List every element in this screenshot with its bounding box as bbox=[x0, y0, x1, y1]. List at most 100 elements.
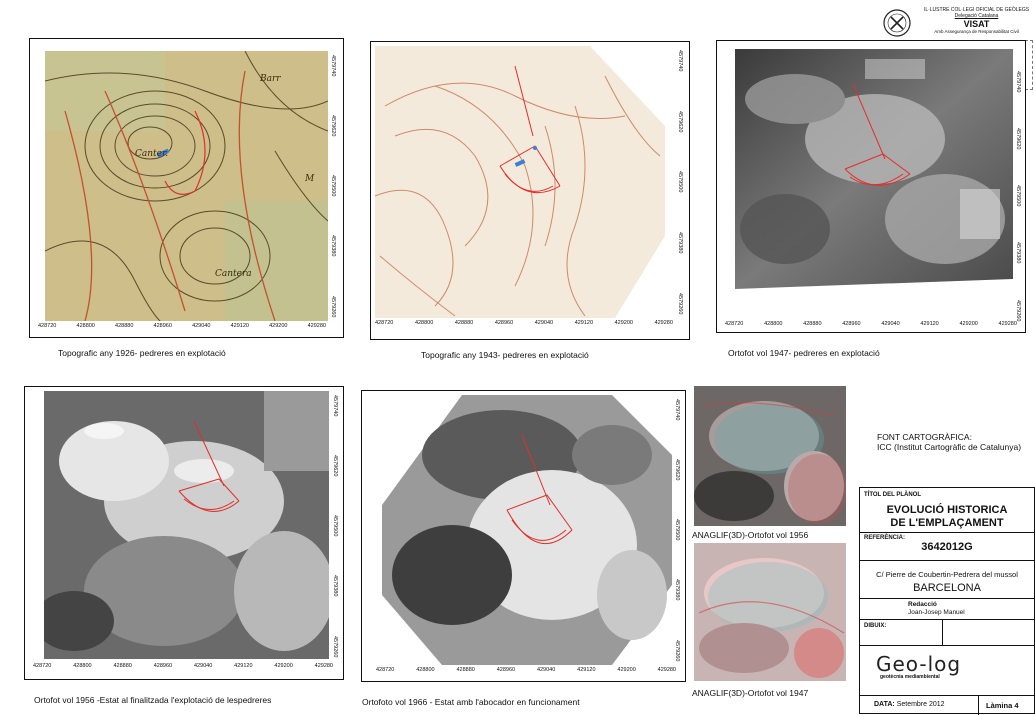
x-tick: 428720 bbox=[33, 663, 52, 669]
sheet-label: Làmina 4 bbox=[986, 701, 1019, 710]
x-tick: 428800 bbox=[414, 320, 434, 326]
x-tick: 429120 bbox=[574, 320, 594, 326]
logo-sub: geotècnia mediambiental bbox=[880, 674, 940, 680]
y-tick: 4579620 bbox=[332, 455, 338, 477]
date-label: DATA: bbox=[874, 701, 895, 708]
x-tick: 429200 bbox=[617, 667, 636, 673]
y-tick: 4579740 bbox=[674, 399, 680, 421]
y-tick: 4579620 bbox=[1015, 128, 1021, 150]
x-tick: 428960 bbox=[153, 323, 172, 329]
city-text: BARCELONA bbox=[913, 582, 981, 594]
caption-map-1956: Ortofot vol 1956 -Estat al finalitzada l… bbox=[34, 695, 272, 705]
y-tick: 4579740 bbox=[677, 50, 683, 72]
reference-label: REFERÈNCIA: bbox=[864, 535, 906, 541]
x-tick: 428880 bbox=[456, 667, 475, 673]
x-tick: 428800 bbox=[76, 323, 95, 329]
caption-map-1943: Topografic any 1943- pedreres en explota… bbox=[421, 350, 589, 360]
x-tick: 429280 bbox=[654, 320, 673, 326]
x-tick: 429200 bbox=[959, 321, 978, 327]
map-frame-1956: 428720 428800 428880 428960 429040 429120 4292… bbox=[24, 386, 344, 680]
stamp-org-line1: IL·LUSTRE COL·LEGI OFICIAL DE GEÒLEGS bbox=[923, 7, 1030, 13]
map-image-1943 bbox=[375, 46, 665, 318]
y-tick: 4579260 bbox=[674, 639, 680, 661]
x-tick: 429280 bbox=[657, 667, 676, 673]
x-tick: 429040 bbox=[193, 663, 213, 669]
caption-anaglyph-1956: ANAGLIF(3D)-Ortofot vol 1956 bbox=[692, 530, 809, 540]
y-tick: 4579500 bbox=[330, 175, 336, 197]
title-block: TÍTOL DEL PLÀNOL EVOLUCIÓ HISTORICA DE L… bbox=[859, 487, 1035, 715]
source-line2: ICC (Institut Cartogràfic de Catalunya) bbox=[877, 442, 1022, 452]
x-tick: 429120 bbox=[920, 321, 939, 327]
svg-text:Barr: Barr bbox=[259, 74, 281, 84]
y-tick: 4579380 bbox=[330, 235, 336, 257]
address-text: C/ Pierre de Coubertin-Pedrera del musso… bbox=[876, 570, 1018, 579]
x-tick: 428720 bbox=[725, 321, 744, 327]
logo-text: Geo-log bbox=[876, 652, 962, 676]
stamp-seal-icon bbox=[883, 9, 911, 37]
x-tick: 428880 bbox=[454, 320, 474, 326]
x-tick: 429200 bbox=[269, 323, 288, 329]
caption-map-1966: Ortofoto vol 1966 - Estat amb l'abocador… bbox=[362, 697, 580, 707]
reference-value: 3642012G bbox=[921, 541, 973, 553]
drawing-label: DIBUIX: bbox=[864, 623, 887, 629]
title-line1: EVOLUCIÓ HISTORICA bbox=[886, 504, 1008, 516]
stamp-title: VISAT bbox=[963, 19, 990, 29]
x-tick: 428800 bbox=[73, 663, 92, 669]
map-frame-1926: Barr Canter. Cantera M 428720 428800 428880 42… bbox=[29, 38, 344, 338]
y-tick: 4579260 bbox=[1015, 299, 1021, 321]
x-tick: 428720 bbox=[376, 667, 395, 673]
map-frame-1943: 428720 428800 428880 428960 429040 429120 4292… bbox=[370, 41, 690, 340]
y-tick: 4579500 bbox=[677, 171, 683, 193]
y-tick: 4579380 bbox=[332, 575, 338, 597]
y-tick: 4579740 bbox=[332, 395, 338, 417]
y-tick: 4579380 bbox=[677, 231, 683, 254]
x-tick: 429040 bbox=[881, 321, 900, 327]
x-tick: 428960 bbox=[494, 320, 514, 326]
source-note: FONT CARTOGRÀFICA: ICC (Institut Cartogr… bbox=[877, 432, 1021, 452]
map-frame-1966: 428720 428800 428880 428960 429040 429120 4292… bbox=[361, 390, 686, 682]
x-tick: 429120 bbox=[577, 667, 596, 673]
company-logo: Geo-log geotècnia mediambiental bbox=[876, 652, 1022, 680]
y-tick: 4579740 bbox=[1015, 71, 1021, 93]
redaction-label: Redacció bbox=[908, 601, 937, 608]
x-tick: 428720 bbox=[38, 323, 57, 329]
date-value: Setembre 2012 bbox=[896, 701, 945, 708]
x-tick: 428880 bbox=[803, 321, 822, 327]
stamp-org-line2: Delegació Catalana bbox=[954, 13, 999, 19]
y-tick: 4579500 bbox=[1015, 185, 1021, 207]
x-tick: 429120 bbox=[230, 323, 249, 329]
y-tick: 4579620 bbox=[330, 115, 336, 137]
x-tick: 428960 bbox=[496, 667, 516, 673]
x-tick: 429040 bbox=[536, 667, 556, 673]
x-tick: 429040 bbox=[534, 320, 554, 326]
x-tick: 428720 bbox=[375, 320, 394, 326]
x-tick: 429280 bbox=[314, 663, 333, 669]
x-tick: 428880 bbox=[113, 663, 132, 669]
y-tick: 4579500 bbox=[674, 519, 680, 541]
source-line1: FONT CARTOGRÀFICA: bbox=[877, 432, 972, 442]
map-image-1926: Barr Canter. Cantera M bbox=[45, 51, 328, 321]
map-image-1966 bbox=[382, 395, 672, 665]
x-tick: 429200 bbox=[614, 320, 633, 326]
x-tick: 429280 bbox=[998, 321, 1017, 327]
caption-anaglyph-1947: ANAGLIF(3D)-Ortofot vol 1947 bbox=[692, 688, 809, 698]
x-tick: 429280 bbox=[307, 323, 326, 329]
svg-text:Cantera: Cantera bbox=[215, 269, 252, 279]
x-tick: 428800 bbox=[764, 321, 783, 327]
title-label: TÍTOL DEL PLÀNOL bbox=[864, 492, 922, 498]
svg-text:M: M bbox=[304, 174, 315, 184]
x-tick: 429200 bbox=[274, 663, 293, 669]
svg-text:Canter.: Canter. bbox=[135, 149, 168, 159]
x-tick: 428960 bbox=[153, 663, 173, 669]
x-tick: 428960 bbox=[842, 321, 861, 327]
caption-map-1926: Topografic any 1926- pedreres en explota… bbox=[58, 348, 226, 358]
map-image-1956 bbox=[44, 391, 329, 659]
redaction-name: Joan-Josep Manuel bbox=[908, 609, 965, 616]
y-tick: 4579260 bbox=[332, 635, 338, 657]
y-tick: 4579500 bbox=[332, 515, 338, 537]
caption-map-1947: Ortofot vol 1947- pedreres en explotació bbox=[728, 348, 880, 358]
x-tick: 429040 bbox=[192, 323, 211, 329]
y-tick: 4579620 bbox=[677, 110, 683, 133]
title-line2: DE L'EMPLAÇAMENT bbox=[890, 517, 1004, 529]
y-tick: 4579260 bbox=[330, 295, 336, 317]
